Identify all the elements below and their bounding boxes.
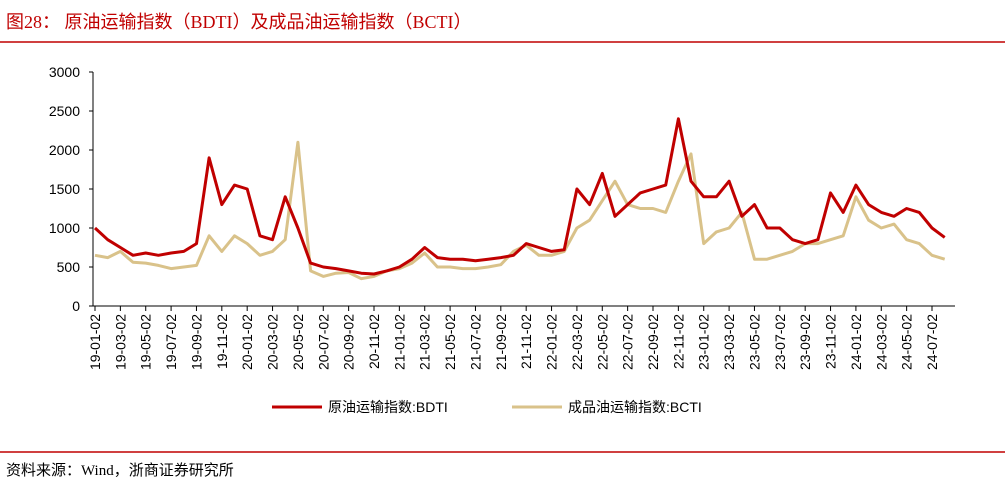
x-tick-label: 19-01-02: [87, 314, 103, 370]
x-tick-label: 19-09-02: [188, 314, 204, 370]
x-tick-label: 20-01-02: [239, 314, 255, 370]
x-tick-label: 22-01-02: [544, 314, 560, 370]
x-tick-label: 20-09-02: [341, 314, 357, 370]
x-tick-label: 23-07-02: [772, 314, 788, 370]
x-tick-label: 22-07-02: [620, 314, 636, 370]
x-tick-label: 19-03-02: [112, 314, 128, 370]
x-tick-label: 19-05-02: [138, 314, 154, 370]
x-tick-label: 21-03-02: [417, 314, 433, 370]
y-tick-label: 1500: [49, 181, 80, 197]
x-tick-label: 21-05-02: [442, 314, 458, 370]
x-tick-label: 21-07-02: [467, 314, 483, 370]
legend-label: 成品油运输指数:BCTI: [568, 399, 702, 415]
x-tick-label: 24-03-02: [873, 314, 889, 370]
x-tick-label: 19-11-02: [214, 314, 230, 369]
x-tick-label: 22-09-02: [645, 314, 661, 370]
x-tick-label: 21-11-02: [518, 314, 534, 369]
x-tick-label: 23-11-02: [823, 314, 839, 369]
x-tick-label: 20-05-02: [290, 314, 306, 370]
x-tick-label: 23-01-02: [696, 314, 712, 370]
x-tick-label: 20-11-02: [366, 314, 382, 369]
x-tick-label: 24-05-02: [899, 314, 915, 370]
legend-label: 原油运输指数:BDTI: [328, 399, 448, 415]
y-tick-label: 2000: [49, 142, 80, 158]
x-tick-label: 22-11-02: [670, 314, 686, 369]
y-tick-label: 0: [72, 298, 80, 314]
source: 资料来源：Wind，浙商证券研究所: [6, 462, 234, 479]
x-tick-label: 23-03-02: [721, 314, 737, 370]
y-tick-label: 3000: [49, 64, 80, 80]
title: 图28： 原油运输指数（BDTI）及成品油运输指数（BCTI）: [6, 12, 472, 32]
x-tick-label: 24-01-02: [848, 314, 864, 370]
series-line: [94, 140, 946, 281]
x-tick-label: 23-05-02: [746, 314, 762, 370]
y-tick-label: 2500: [49, 103, 80, 119]
x-tick-label: 23-09-02: [797, 314, 813, 370]
x-tick-label: 20-03-02: [265, 314, 281, 370]
x-tick-label: 22-05-02: [594, 314, 610, 370]
x-tick-label: 22-03-02: [569, 314, 585, 370]
x-tick-label: 24-07-02: [924, 314, 940, 370]
y-tick-label: 500: [57, 259, 81, 275]
series-line: [93, 117, 946, 276]
y-tick-label: 1000: [49, 220, 80, 236]
x-tick-label: 21-01-02: [391, 314, 407, 370]
x-tick-label: 21-09-02: [493, 314, 509, 370]
x-tick-label: 19-07-02: [163, 314, 179, 370]
x-tick-label: 20-07-02: [315, 314, 331, 370]
